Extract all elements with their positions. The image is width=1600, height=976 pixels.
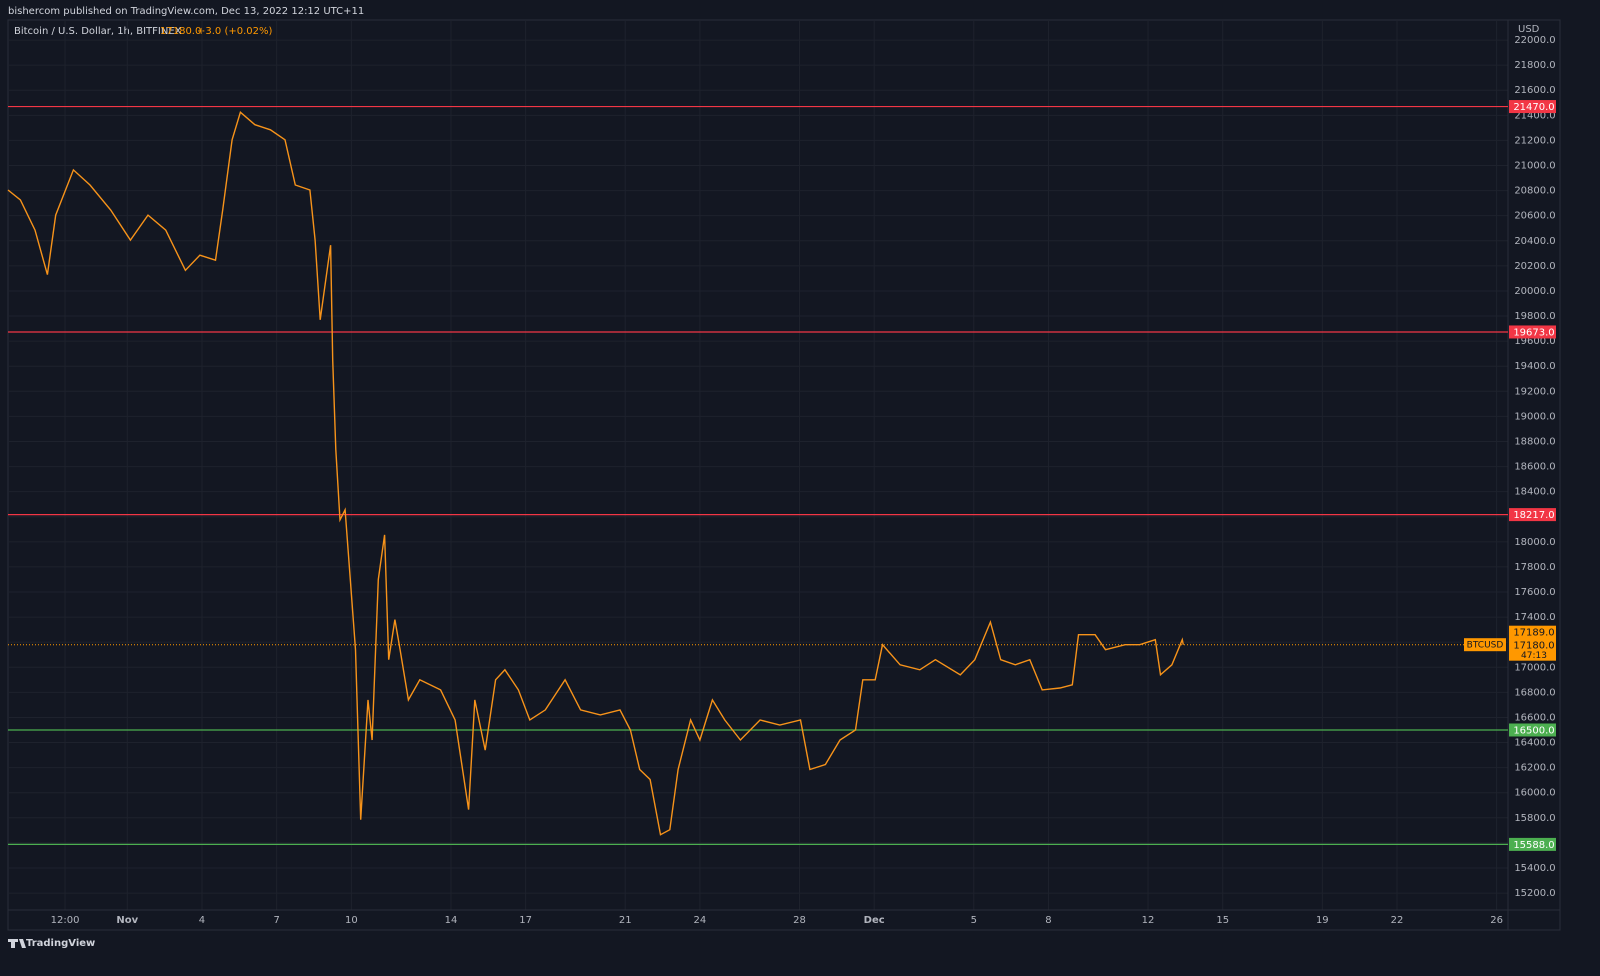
brand-logo bbox=[8, 939, 26, 948]
level-tag-label: 21470.0 bbox=[1513, 102, 1554, 113]
level-tag bbox=[1509, 723, 1556, 737]
y-tick-label: 18800.0 bbox=[1514, 436, 1555, 447]
y-tick-label: 21400.0 bbox=[1514, 110, 1555, 121]
y-tick-label: 21200.0 bbox=[1514, 135, 1555, 146]
x-tick-label: 5 bbox=[971, 915, 977, 926]
y-tick-label: 18000.0 bbox=[1514, 537, 1555, 548]
series-tag-label: BTCUSD bbox=[1467, 641, 1504, 651]
price-tag bbox=[1509, 625, 1556, 661]
y-tick-label: 15800.0 bbox=[1514, 813, 1555, 824]
level-tag-label: 15588.0 bbox=[1513, 840, 1554, 851]
x-tick-label: 7 bbox=[273, 915, 279, 926]
x-tick-label: 14 bbox=[445, 915, 458, 926]
change: +3.0 (+0.02%) bbox=[197, 26, 273, 37]
y-tick-label: 15400.0 bbox=[1514, 863, 1555, 874]
price-tag-label: 17180.0 bbox=[1513, 641, 1554, 652]
y-tick-label: 20200.0 bbox=[1514, 261, 1555, 272]
y-tick-label: 17800.0 bbox=[1514, 562, 1555, 573]
x-tick-label: Dec bbox=[864, 915, 885, 926]
y-tick-label: 19000.0 bbox=[1514, 411, 1555, 422]
x-tick-label: 21 bbox=[619, 915, 632, 926]
series-tag bbox=[1464, 638, 1506, 652]
header: bishercom published on TradingView.com, … bbox=[8, 6, 364, 17]
x-tick-label: 15 bbox=[1216, 915, 1229, 926]
x-tick-label: 12 bbox=[1142, 915, 1155, 926]
y-tick-label: 16000.0 bbox=[1514, 788, 1555, 799]
y-tick-label: 17000.0 bbox=[1514, 662, 1555, 673]
y-tick-label: 19200.0 bbox=[1514, 386, 1555, 397]
price-line-series bbox=[7, 110, 1184, 836]
x-tick-label: 4 bbox=[199, 915, 205, 926]
x-tick-label: 8 bbox=[1045, 915, 1051, 926]
y-tick-label: 18600.0 bbox=[1514, 462, 1555, 473]
y-tick-label: 17600.0 bbox=[1514, 587, 1555, 598]
level-tag bbox=[1509, 837, 1556, 851]
y-tick-label: 20600.0 bbox=[1514, 211, 1555, 222]
y-tick-label: 21800.0 bbox=[1514, 60, 1555, 71]
x-tick-label: 22 bbox=[1391, 915, 1404, 926]
level-tag-label: 16500.0 bbox=[1513, 725, 1554, 736]
y-tick-label: 16800.0 bbox=[1514, 687, 1555, 698]
y-tick-label: 22000.0 bbox=[1514, 35, 1555, 46]
x-tick-label: 26 bbox=[1490, 915, 1503, 926]
y-tick-label: 21000.0 bbox=[1514, 161, 1555, 172]
x-tick-label: 12:00 bbox=[51, 915, 80, 926]
y-tick-label: 17400.0 bbox=[1514, 612, 1555, 623]
level-tag bbox=[1509, 100, 1556, 114]
y-tick-label: 21600.0 bbox=[1514, 85, 1555, 96]
y-tick-label: 20000.0 bbox=[1514, 286, 1555, 297]
level-tag-label: 18217.0 bbox=[1513, 510, 1554, 521]
x-tick-label: 28 bbox=[793, 915, 806, 926]
y-tick-label: 19600.0 bbox=[1514, 336, 1555, 347]
x-tick-label: 10 bbox=[345, 915, 358, 926]
y-tick-label: 16600.0 bbox=[1514, 712, 1555, 723]
last-price: 17180.0 bbox=[160, 26, 201, 37]
y-tick-label: 16400.0 bbox=[1514, 738, 1555, 749]
x-tick-label: Nov bbox=[116, 915, 138, 926]
brand: TradingView bbox=[26, 938, 95, 949]
y-tick-label: 20400.0 bbox=[1514, 236, 1555, 247]
level-tag bbox=[1509, 325, 1556, 339]
x-tick-label: 17 bbox=[519, 915, 532, 926]
level-tag bbox=[1509, 508, 1556, 522]
chart-title: Bitcoin / U.S. Dollar, 1h, BITFINEX bbox=[14, 26, 182, 37]
y-tick-label: 19400.0 bbox=[1514, 361, 1555, 372]
price-tag-high: 17189.0 bbox=[1513, 628, 1554, 639]
y-tick-label: 15200.0 bbox=[1514, 888, 1555, 899]
x-tick-label: 19 bbox=[1316, 915, 1329, 926]
y-tick-label: 20800.0 bbox=[1514, 186, 1555, 197]
y-tick-label: 19800.0 bbox=[1514, 311, 1555, 322]
price-tag-countdown: 47:13 bbox=[1521, 651, 1547, 661]
y-tick-label: 18400.0 bbox=[1514, 487, 1555, 498]
y-axis-label: USD bbox=[1518, 24, 1540, 35]
x-tick-label: 24 bbox=[694, 915, 707, 926]
y-tick-label: 16200.0 bbox=[1514, 763, 1555, 774]
level-tag-label: 19673.0 bbox=[1513, 327, 1554, 338]
frame bbox=[7, 19, 1561, 931]
